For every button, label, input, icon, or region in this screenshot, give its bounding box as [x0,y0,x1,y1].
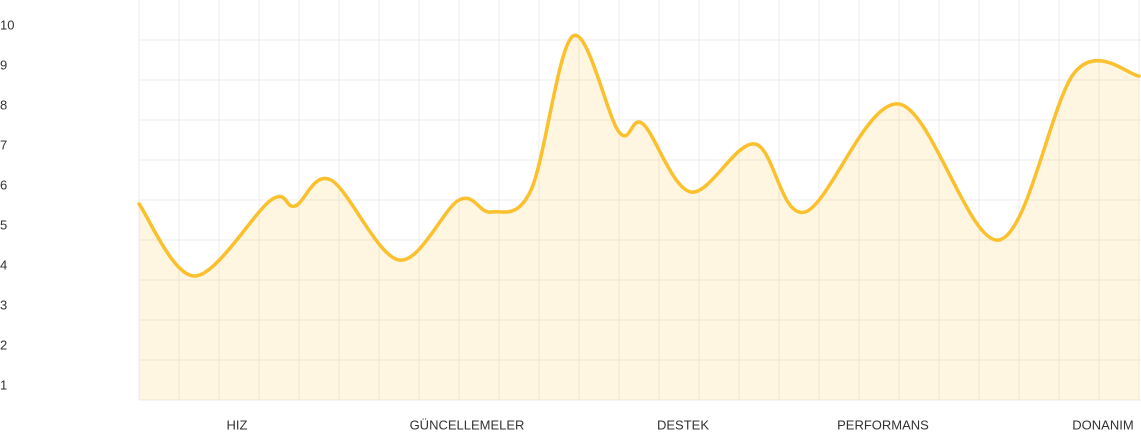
y-tick-label: 9 [0,57,7,72]
y-tick-label: 5 [0,217,7,232]
x-tick-label: PERFORMANS [837,417,929,432]
line [137,33,1141,278]
y-tick-label: 1 [0,377,7,392]
x-tick-label: DESTEK [657,417,709,432]
y-tick-label: 7 [0,137,7,152]
y-tick-label: 6 [0,177,7,192]
y-tick-label: 4 [0,257,7,272]
x-tick-label: HIZ [227,417,248,432]
area-fill [139,35,1139,400]
y-tick-label: 3 [0,297,7,312]
y-tick-label: 2 [0,337,7,352]
x-tick-label: GÜNCELLEMELER [410,417,525,432]
y-tick-label: 10 [0,17,14,32]
y-tick-label: 8 [0,97,7,112]
x-tick-label: DONANIM [1072,417,1133,432]
